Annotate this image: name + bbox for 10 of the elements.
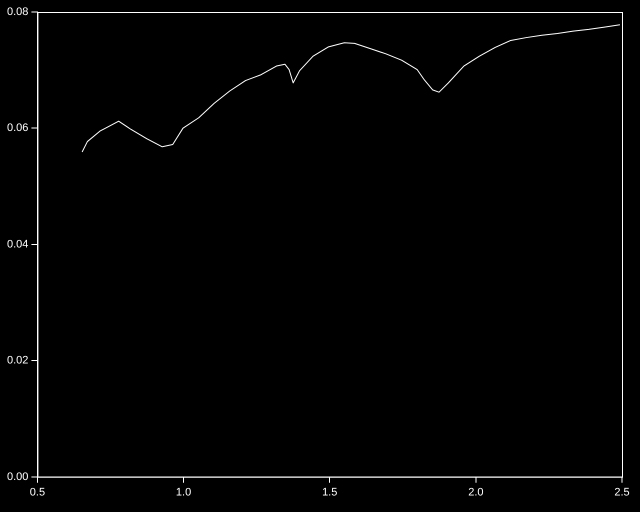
y-tick-label: 0.00 — [6, 470, 28, 483]
y-tick-label: 0.06 — [6, 122, 28, 134]
y-tick-label: 0.08 — [6, 6, 28, 18]
x-tick-label: 2.0 — [468, 486, 484, 498]
x-tick-label: 2.5 — [614, 486, 630, 498]
y-tick-label: 0.02 — [6, 354, 28, 367]
x-tick-label: 1.0 — [176, 486, 192, 498]
x-tick-label: 0.5 — [30, 486, 46, 498]
x-tick-label: 1.5 — [322, 486, 338, 498]
y-tick-label: 0.04 — [6, 238, 28, 250]
